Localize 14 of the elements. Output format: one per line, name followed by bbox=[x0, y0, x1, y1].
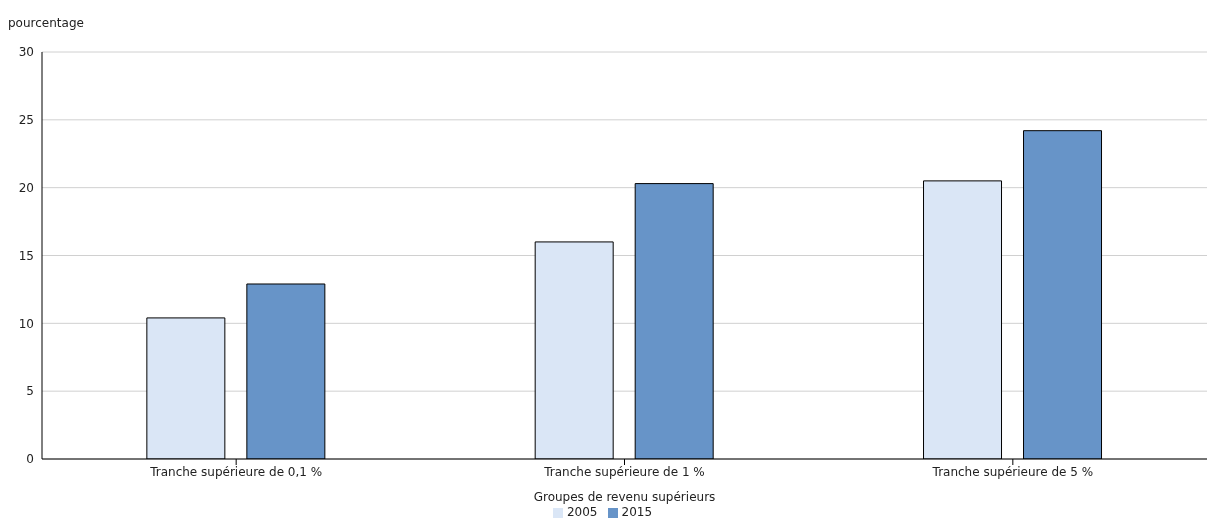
legend-label: 2005 bbox=[566, 505, 598, 519]
y-tick-label: 30 bbox=[18, 45, 34, 60]
y-tick-label: 0 bbox=[26, 452, 34, 467]
y-tick-label: 15 bbox=[18, 248, 34, 263]
y-axis-title: pourcentage bbox=[8, 16, 84, 30]
x-tick-label: Tranche supérieure de 1 % bbox=[543, 464, 705, 479]
x-tick-label: Tranche supérieure de 5 % bbox=[931, 464, 1094, 479]
x-tick-label: Tranche supérieure de 0,1 % bbox=[149, 464, 323, 479]
y-tick-label: 10 bbox=[18, 316, 34, 331]
y-tick-label: 25 bbox=[18, 113, 34, 128]
x-axis-title: Groupes de revenu supérieurs bbox=[533, 490, 716, 504]
y-tick-label: 5 bbox=[26, 384, 34, 399]
y-tick-label: 20 bbox=[18, 180, 34, 195]
legend-label: 2015 bbox=[621, 505, 653, 519]
